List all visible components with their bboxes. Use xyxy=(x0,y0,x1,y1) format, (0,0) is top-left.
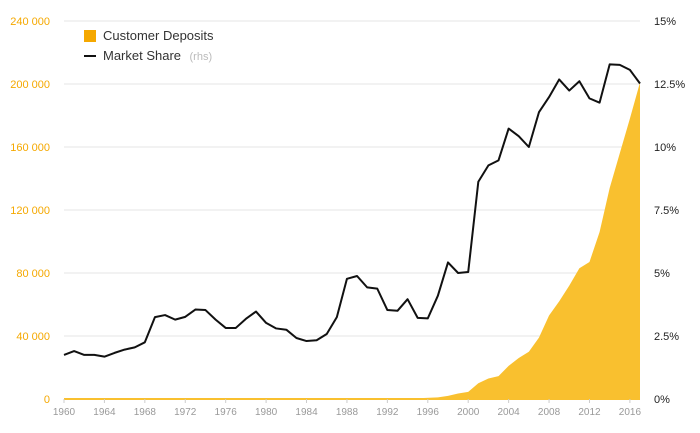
axes: 0 40 000 80 000 120 000 160 000 200 000 240 00… xyxy=(10,16,685,418)
y-left-tick-label: 0 xyxy=(44,394,50,406)
x-tick-label: 1980 xyxy=(255,407,278,418)
market-share-line xyxy=(63,63,641,358)
legend-share-label: Market Share xyxy=(103,48,181,63)
x-tick-label: 2000 xyxy=(457,407,480,418)
y-right-tick-label: 7.5% xyxy=(654,205,679,217)
x-tick-label: 1996 xyxy=(417,407,440,418)
y-right-tick-label: 0% xyxy=(654,394,670,406)
x-tick-label: 2016 xyxy=(619,407,642,418)
y-right-tick-label: 10% xyxy=(654,142,676,154)
x-tick-label: 1976 xyxy=(215,407,238,418)
y-left-tick-label: 80 000 xyxy=(16,268,50,280)
x-tick-label: 1992 xyxy=(376,407,399,418)
legend-deposits-label: Customer Deposits xyxy=(103,28,214,43)
y-right-tick-label: 2.5% xyxy=(654,331,679,343)
x-tick-label: 1960 xyxy=(53,407,76,418)
customer-deposits-area xyxy=(64,82,640,400)
legend-deposits-swatch xyxy=(84,30,96,42)
gridlines xyxy=(64,20,640,337)
y-right-tick-label: 15% xyxy=(654,16,676,28)
x-tick-label: 1984 xyxy=(295,407,318,418)
legend-share-text: Market Share (rhs) xyxy=(103,47,212,64)
y-left-tick-label: 40 000 xyxy=(16,331,50,343)
y-left-tick-label: 240 000 xyxy=(10,16,50,28)
x-tick-label: 2008 xyxy=(538,407,561,418)
x-tick-label: 1972 xyxy=(174,407,197,418)
legend: Customer Deposits Market Share (rhs) xyxy=(84,28,214,64)
x-tick-label: 1964 xyxy=(93,407,116,418)
x-tick-label: 1988 xyxy=(336,407,359,418)
y-left-tick-label: 200 000 xyxy=(10,79,50,91)
y-right-tick-label: 5% xyxy=(654,268,670,280)
y-right-tick-label: 12.5% xyxy=(654,79,685,91)
legend-share-suffix: (rhs) xyxy=(190,51,213,63)
x-tick-label: 2012 xyxy=(578,407,601,418)
x-tick-label: 1968 xyxy=(134,407,157,418)
y-left-tick-label: 160 000 xyxy=(10,142,50,154)
x-tick-label: 2004 xyxy=(498,407,521,418)
y-left-tick-label: 120 000 xyxy=(10,205,50,217)
